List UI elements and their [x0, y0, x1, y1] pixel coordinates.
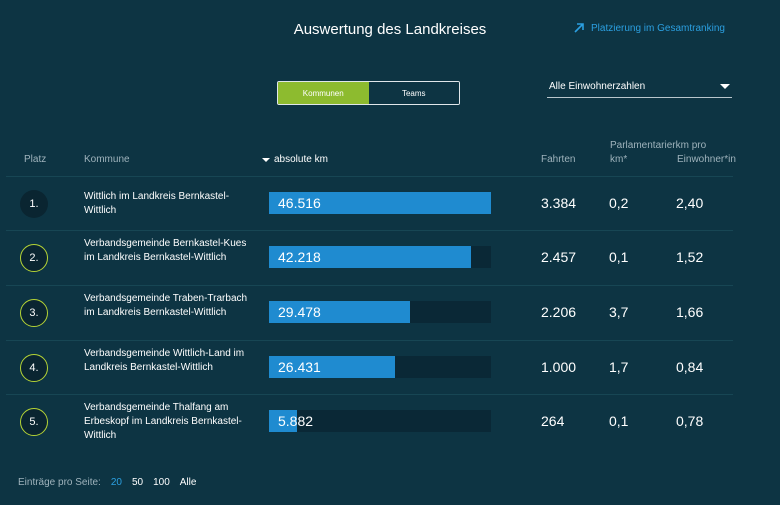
rank-badge: 1. — [20, 190, 48, 218]
km-bar-fill — [269, 410, 297, 432]
page-size-option[interactable]: Alle — [179, 477, 197, 488]
einw-value: 1,52 — [676, 249, 704, 265]
toggle-kommunen[interactable]: Kommunen — [278, 82, 369, 104]
kommune-name: Verbandsgemeinde Traben-Trarbach im Land… — [84, 293, 248, 318]
page-title: Auswertung des Landkreises — [293, 21, 487, 38]
col-header-parl-line2: km* — [610, 154, 628, 165]
table-row[interactable]: 5. Verbandsgemeinde Thalfang am Erbeskopf… — [6, 394, 733, 449]
fahrten-value: 1.000 — [541, 359, 577, 375]
table-row[interactable]: 3. Verbandsgemeinde Traben-Trarbach im La… — [6, 285, 733, 340]
km-bar-track: 29.478 — [269, 301, 491, 323]
chevron-down-icon — [720, 84, 730, 89]
einw-value: 2,40 — [676, 195, 704, 211]
col-header-fahrten: Fahrten — [541, 154, 576, 165]
fahrten-value: 2.457 — [541, 249, 577, 265]
km-bar-fill — [269, 192, 491, 214]
km-value: 46.516 — [278, 195, 321, 211]
rank-badge: 3. — [20, 299, 48, 327]
col-header-km[interactable]: absolute km — [262, 154, 328, 165]
table-row[interactable]: 4. Verbandsgemeinde Wittlich-Land im Land… — [6, 340, 733, 395]
page-size-option[interactable]: 20 — [110, 477, 122, 488]
km-bar-fill — [269, 246, 471, 268]
table-row[interactable]: 2. Verbandsgemeinde Bernkastel-Kues im La… — [6, 230, 733, 285]
km-value: 29.478 — [278, 304, 321, 320]
page-size-option[interactable]: 100 — [153, 477, 170, 488]
km-value: 42.218 — [278, 249, 321, 265]
einw-value: 0,84 — [676, 359, 704, 375]
toggle-teams[interactable]: Teams — [368, 82, 459, 104]
table-row[interactable]: 1. Wittlich im Landkreis Bernkastel-Wittl… — [6, 176, 733, 231]
ranking-link[interactable]: Platzierung im Gesamtranking — [573, 22, 725, 34]
parl-value: 1,7 — [609, 359, 629, 375]
population-filter-value: Alle Einwohnerzahlen — [549, 81, 646, 92]
fahrten-value: 3.384 — [541, 195, 577, 211]
einw-value: 1,66 — [676, 304, 704, 320]
kommune-name: Verbandsgemeinde Thalfang am Erbeskopf i… — [84, 402, 242, 441]
page-size-option[interactable]: 50 — [131, 477, 144, 488]
fahrten-value: 264 — [541, 413, 565, 429]
rank-badge: 4. — [20, 354, 48, 382]
parl-value: 3,7 — [609, 304, 629, 320]
arrow-up-right-icon — [574, 23, 584, 33]
col-header-kommune: Kommune — [84, 154, 130, 165]
kommune-name: Wittlich im Landkreis Bernkastel-Wittlic… — [84, 191, 230, 216]
fahrten-value: 2.206 — [541, 304, 577, 320]
kommune-name: Verbandsgemeinde Wittlich-Land im Landkr… — [84, 348, 245, 373]
km-bar-fill — [269, 301, 410, 323]
km-value: 26.431 — [278, 359, 321, 375]
rank-badge: 5. — [20, 408, 48, 436]
rank-badge: 2. — [20, 244, 48, 272]
population-filter-select[interactable]: Alle Einwohnerzahlen — [547, 76, 732, 98]
col-header-einw: Einwohner*in — [677, 154, 736, 165]
km-bar-fill — [269, 356, 396, 378]
sort-desc-icon — [262, 157, 270, 162]
ranking-link-label: Platzierung im Gesamtranking — [591, 22, 725, 34]
parl-value: 0,2 — [609, 195, 629, 211]
parl-value: 0,1 — [609, 249, 629, 265]
km-bar-track: 42.218 — [269, 246, 491, 268]
km-value: 5.882 — [278, 413, 314, 429]
km-bar-track: 26.431 — [269, 356, 491, 378]
page-size-label: Einträge pro Seite: — [18, 477, 101, 488]
km-bar-track: 46.516 — [269, 192, 491, 214]
parl-value: 0,1 — [609, 413, 629, 429]
col-header-platz: Platz — [24, 154, 47, 165]
pagination-footer: Einträge pro Seite: 20 50 100 Alle — [18, 477, 196, 488]
col-header-parl-line1: Parlamentarierkm pro — [610, 140, 707, 151]
view-toggle: Kommunen Teams — [277, 81, 460, 105]
col-header-km-label: absolute km — [274, 154, 328, 165]
einw-value: 0,78 — [676, 413, 704, 429]
km-bar-track: 5.882 — [269, 410, 491, 432]
kommune-name: Verbandsgemeinde Bernkastel-Kues im Land… — [84, 238, 247, 263]
